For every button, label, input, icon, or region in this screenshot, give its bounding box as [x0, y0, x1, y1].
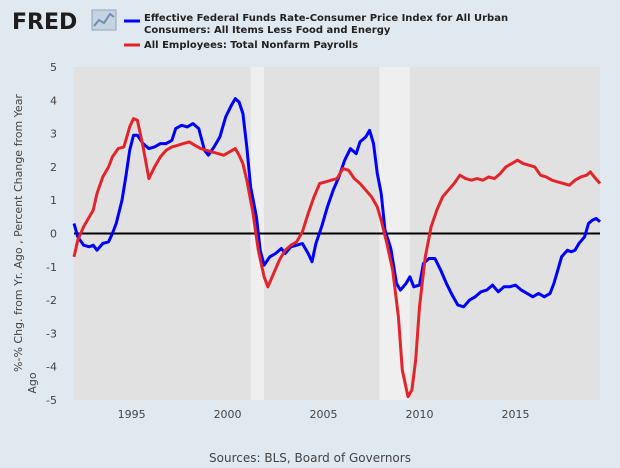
- x-tick-label: 1995: [118, 408, 146, 421]
- y-tick-label: 3: [50, 128, 57, 141]
- y-tick-label: -4: [46, 361, 57, 374]
- y-tick-label: -2: [46, 294, 57, 307]
- y-tick-label: 2: [50, 161, 57, 174]
- fred-logo[interactable]: FRED: [12, 10, 77, 35]
- x-tick-label: 2005: [310, 408, 338, 421]
- legend-label-series-2: All Employees: Total Nonfarm Payrolls: [144, 40, 358, 51]
- series-line-2: [72, 117, 602, 399]
- y-axis-ticks: -5 -4 -3 -2 -1 0 1 2 3 4 5: [46, 61, 57, 407]
- series-layer: [72, 97, 602, 399]
- x-tick-label: 2015: [502, 408, 530, 421]
- series-line-1: [72, 97, 601, 309]
- legend-label-series-1: Effective Federal Funds Rate-Consumer Pr…: [144, 13, 508, 36]
- x-tick-label: 2010: [406, 408, 434, 421]
- source-note: Sources: BLS, Board of Governors: [209, 451, 411, 465]
- y-tick-label: 5: [50, 61, 57, 74]
- legend-item-series-2: All Employees: Total Nonfarm Payrolls: [124, 40, 358, 51]
- fred-chart-icon: [91, 9, 117, 31]
- x-tick-label: 2000: [214, 408, 242, 421]
- y-tick-label: 1: [50, 194, 57, 207]
- y-tick-label: 0: [50, 228, 57, 241]
- legend: Effective Federal Funds Rate-Consumer Pr…: [124, 13, 508, 51]
- y-tick-label: 4: [50, 94, 57, 107]
- y-tick-label: -3: [46, 327, 57, 340]
- y-tick-label: -1: [46, 261, 57, 274]
- y-axis-label: %-% Chg. from Yr. Ago , Percent Change f…: [12, 94, 39, 394]
- y-tick-label: -5: [46, 394, 57, 407]
- fred-header: FRED: [12, 9, 117, 35]
- legend-item-series-1: Effective Federal Funds Rate-Consumer Pr…: [124, 13, 508, 36]
- x-axis-ticks: 1995 2000 2005 2010 2015: [118, 408, 530, 421]
